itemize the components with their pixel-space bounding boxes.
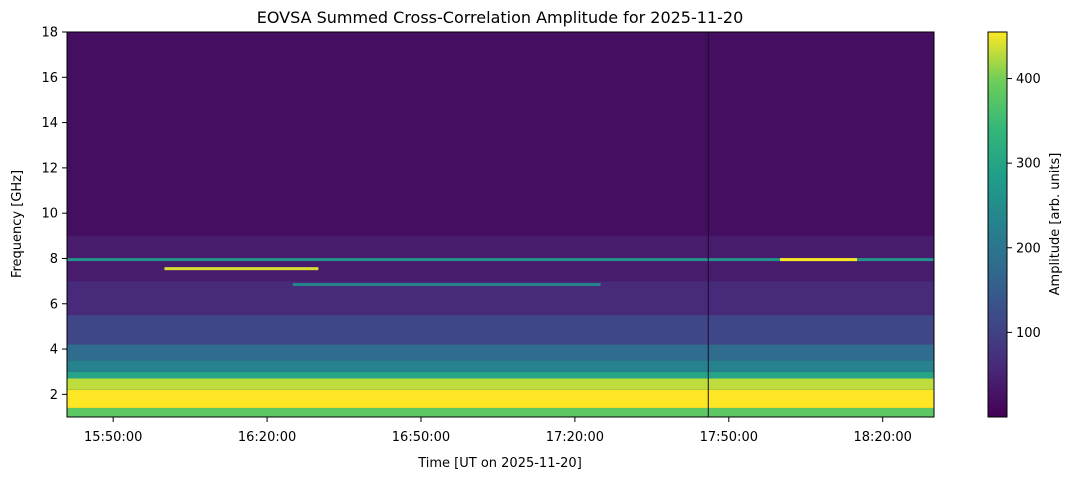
x-tick-label: 18:20:00 (854, 430, 912, 445)
colorbar-tick-label: 300 (1016, 157, 1041, 172)
colorbar-tick-label: 200 (1016, 241, 1041, 256)
y-axis-label: Frequency [GHz] (10, 170, 25, 278)
colorbar-tick-label: 100 (1016, 326, 1041, 341)
frequency-band (67, 407, 934, 417)
colorbar-tick-label: 400 (1016, 72, 1041, 87)
frequency-band (67, 389, 934, 408)
x-tick-label: 15:50:00 (84, 430, 142, 445)
x-tick-label: 16:50:00 (392, 430, 450, 445)
x-tick-label: 16:20:00 (238, 430, 296, 445)
y-tick-label: 12 (41, 161, 58, 176)
colorbar (987, 31, 1008, 418)
x-tick-label: 17:20:00 (546, 430, 604, 445)
frequency-band (67, 344, 934, 361)
y-tick-label: 14 (41, 116, 58, 131)
rfi-line (67, 258, 934, 262)
frequency-band (67, 360, 934, 372)
y-tick-label: 8 (50, 252, 58, 267)
heatmap-area (67, 32, 934, 417)
chart-title: EOVSA Summed Cross-Correlation Amplitude… (257, 8, 744, 27)
y-tick-label: 6 (50, 297, 58, 312)
x-tick-label: 17:50:00 (700, 430, 758, 445)
plot-frame (66, 31, 935, 418)
colorbar-axis: 100 200 300 400 (1007, 72, 1041, 341)
x-axis-label: Time [UT on 2025-11-20] (417, 456, 582, 471)
y-axis: 2 4 6 8 10 12 14 16 18 (41, 26, 67, 403)
rfi-line (164, 267, 319, 271)
y-tick-label: 16 (41, 71, 58, 86)
x-axis: 15:50:00 16:20:00 16:50:00 17:20:00 17:50:00… (84, 417, 912, 445)
y-tick-label: 4 (50, 343, 58, 358)
colorbar-label: Amplitude [arb. units] (1048, 153, 1063, 296)
frequency-band (67, 371, 934, 379)
frequency-band (67, 315, 934, 345)
y-tick-label: 2 (50, 388, 58, 403)
frequency-band (67, 281, 934, 316)
y-tick-label: 18 (41, 26, 58, 41)
y-tick-label: 10 (41, 207, 58, 222)
frequency-band (67, 378, 934, 390)
rfi-line (780, 258, 858, 262)
rfi-line (292, 283, 601, 287)
